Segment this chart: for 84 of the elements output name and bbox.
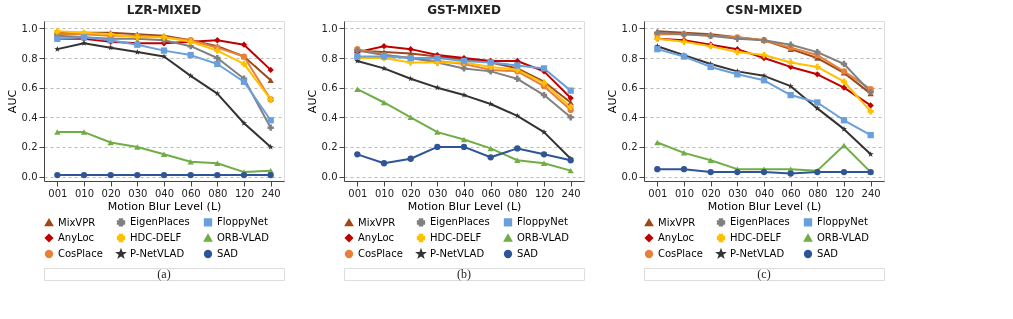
y-tick-label: 0.8 [321, 52, 338, 64]
x-tick-label: 010 [674, 187, 695, 199]
x-tick-label: 030 [128, 187, 148, 199]
legend-label: HDC-DELF [730, 232, 782, 243]
x-tick-label: 060 [781, 187, 801, 199]
x-axis-title: Motion Blur Level (L) [107, 199, 222, 213]
x-tick-label: 120 [534, 187, 555, 199]
text: (b) [457, 267, 471, 281]
y-tick-label: 0.2 [321, 141, 338, 153]
x-tick-label: 060 [481, 187, 501, 199]
x-tick-label: 010 [374, 187, 395, 199]
y-axis-title: AUC [605, 89, 619, 114]
legend-label: SAD [817, 248, 839, 259]
y-tick-label: 0.8 [621, 52, 638, 64]
y-tick-label: 1.0 [621, 22, 638, 34]
y-tick-label: 0.4 [621, 111, 638, 123]
legend-label: SAD [517, 248, 539, 259]
y-tick-label: 0.2 [21, 141, 38, 153]
y-tick-label: 0.4 [21, 111, 38, 123]
legend-label: HDC-DELF [130, 232, 182, 243]
x-tick-label: 040 [454, 187, 475, 199]
x-tick-label: 010 [74, 187, 95, 199]
legend-label: EigenPlaces [730, 216, 790, 228]
legend-label: ORB-VLAD [517, 232, 570, 243]
x-tick-label: 120 [834, 187, 855, 199]
y-tick-label: 0.0 [621, 171, 638, 183]
x-tick-label: 001 [348, 187, 368, 199]
x-tick-label: 080 [808, 187, 828, 199]
legend-label: ORB-VLAD [817, 232, 870, 243]
x-tick-label: 030 [428, 187, 448, 199]
text: (a) [157, 267, 171, 281]
legend-label: P-NetVLAD [130, 248, 185, 259]
legend-label: P-NetVLAD [730, 248, 785, 259]
x-tick-label: 240 [561, 187, 581, 199]
x-tick-label: 020 [701, 187, 721, 199]
x-tick-label: 060 [181, 187, 201, 199]
legend-label: EigenPlaces [430, 216, 490, 228]
chart-title: LZR-MIXED [126, 3, 202, 17]
legend-label: CosPlace [58, 248, 103, 259]
legend-label: CosPlace [658, 248, 703, 259]
x-axis-title: Motion Blur Level (L) [707, 199, 822, 213]
legend-label: AnyLoc [658, 232, 695, 243]
legend-label: ORB-VLAD [217, 232, 270, 243]
legend-label: MixVPR [358, 216, 396, 228]
y-tick-label: 0.6 [21, 82, 38, 94]
x-axis-title: Motion Blur Level (L) [407, 199, 522, 213]
legend-label: HDC-DELF [430, 232, 482, 243]
x-tick-label: 001 [48, 187, 68, 199]
legend-label: EigenPlaces [130, 216, 190, 228]
legend-label: SAD [217, 248, 239, 259]
legend-label: MixVPR [658, 216, 696, 228]
y-tick-label: 1.0 [321, 22, 338, 34]
x-tick-label: 080 [508, 187, 528, 199]
y-tick-label: 0.4 [321, 111, 338, 123]
x-tick-label: 020 [101, 187, 121, 199]
x-tick-label: 240 [861, 187, 881, 199]
legend-label: CosPlace [358, 248, 403, 259]
y-tick-label: 0.0 [21, 171, 38, 183]
legend-label: AnyLoc [358, 232, 395, 243]
legend-label: AnyLoc [58, 232, 95, 243]
x-tick-label: 020 [401, 187, 421, 199]
legend-label: MixVPR [58, 216, 96, 228]
x-tick-label: 240 [261, 187, 281, 199]
x-tick-label: 030 [728, 187, 748, 199]
x-tick-label: 040 [154, 187, 175, 199]
y-axis-title: AUC [5, 89, 19, 114]
y-axis-title: AUC [305, 89, 319, 114]
x-tick-label: 001 [648, 187, 668, 199]
y-tick-label: 0.6 [321, 82, 338, 94]
legend-label: FloppyNet [817, 216, 868, 228]
legend-label: FloppyNet [217, 216, 268, 228]
chart-title: GST-MIXED [427, 3, 501, 17]
legend-label: FloppyNet [517, 216, 568, 228]
legend-label: P-NetVLAD [430, 248, 485, 259]
y-tick-label: 0.8 [21, 52, 38, 64]
x-tick-label: 080 [208, 187, 228, 199]
y-tick-label: 0.2 [621, 141, 638, 153]
chart-title: CSN-MIXED [725, 3, 803, 17]
y-tick-label: 1.0 [21, 22, 38, 34]
x-tick-label: 040 [754, 187, 775, 199]
text: (c) [757, 267, 771, 281]
y-tick-label: 0.0 [321, 171, 338, 183]
y-tick-label: 0.6 [621, 82, 638, 94]
x-tick-label: 120 [234, 187, 255, 199]
